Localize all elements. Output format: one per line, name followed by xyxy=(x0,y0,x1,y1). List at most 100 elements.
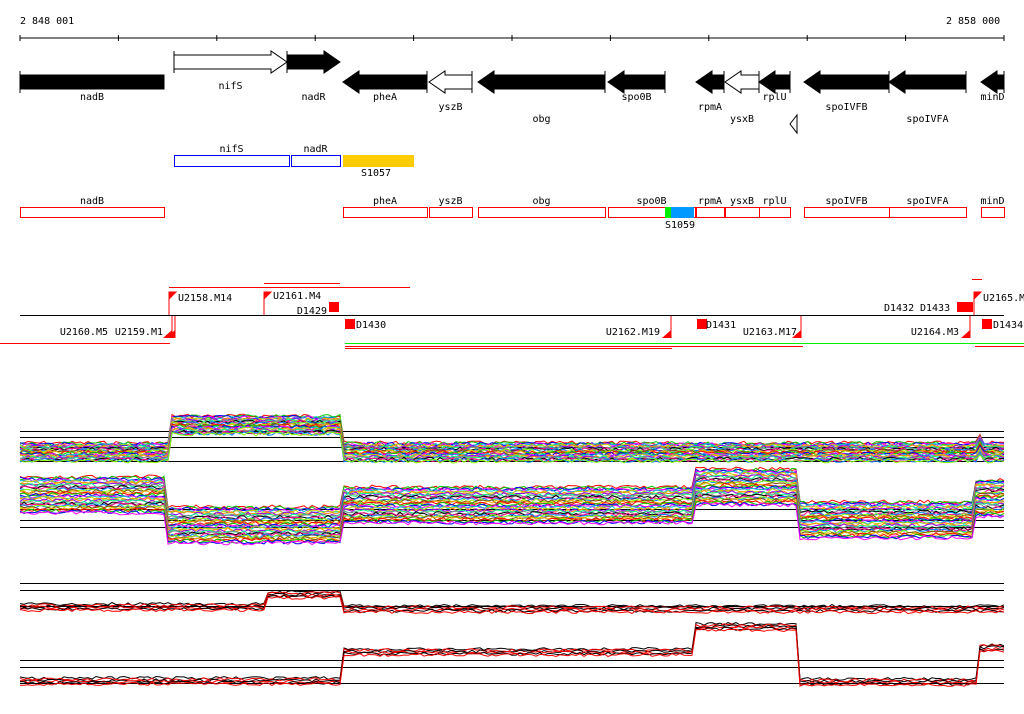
gene-arrow-ysxB xyxy=(724,70,760,94)
expression-line xyxy=(19,413,1005,446)
operon-box-nadR xyxy=(291,155,341,167)
annotation-box-spoIVFB xyxy=(804,207,890,218)
gene-arrow-nifS xyxy=(173,50,288,74)
transcript-start-flag-icon xyxy=(263,291,273,315)
gene-spoIVFB[interactable]: spoIVFB xyxy=(803,70,890,113)
gene-spoIVFA[interactable]: spoIVFA xyxy=(888,70,967,125)
terminator-label: D1434 xyxy=(993,320,1023,331)
annotation-label: rpmA xyxy=(698,196,722,207)
sigma-site-S1059-marker xyxy=(665,207,671,218)
operon-label: nadR xyxy=(303,144,328,155)
annotation-box-rpmA xyxy=(696,207,725,218)
annotation-label: pheA xyxy=(373,196,397,207)
expression-line xyxy=(19,475,1005,519)
expression-line xyxy=(19,626,1005,686)
gene-arrow-nadR xyxy=(286,50,341,74)
axis-end-label: 2 858 000 xyxy=(946,16,1000,27)
terminator-label: D1433 xyxy=(920,303,950,314)
expression-line xyxy=(19,413,1005,447)
expression-line xyxy=(19,500,1005,544)
gene-nifS[interactable]: nifS xyxy=(173,50,288,92)
expression-line xyxy=(19,421,1005,453)
gene-nadR[interactable]: nadR xyxy=(286,50,341,103)
gene-arrow-minD xyxy=(980,70,1005,94)
gene-arrow-spoIVFB xyxy=(803,70,890,94)
gene-spo0B[interactable]: spo0B xyxy=(607,70,666,103)
annotation-label: spo0B xyxy=(636,196,666,207)
small-reverse-arrow-icon xyxy=(789,113,798,135)
gene-label: ysxB xyxy=(730,114,754,125)
annotation-label: ysxB xyxy=(730,196,754,207)
annotation-box-rplU xyxy=(759,207,791,218)
gene-arrow-rplU xyxy=(758,70,791,94)
gene-arrow-rpmA xyxy=(695,70,725,94)
gene-arrow-pheA xyxy=(342,70,428,94)
transcript-start-flag-icon xyxy=(168,291,178,315)
expression-line xyxy=(19,497,1005,541)
gene-label: rpmA xyxy=(698,102,722,113)
gene-rpmA[interactable]: rpmA xyxy=(695,70,725,113)
gene-nadB[interactable]: nadB xyxy=(19,71,165,103)
expression-line xyxy=(19,501,1005,545)
transcript-start-flag-icon xyxy=(973,291,983,315)
expression-line xyxy=(19,495,1005,539)
gene-label: spo0B xyxy=(621,92,651,103)
terminator-marker xyxy=(957,302,967,312)
axis-ticks xyxy=(19,35,1005,41)
gene-minD[interactable]: minD xyxy=(980,70,1005,103)
terminator-marker xyxy=(963,302,973,312)
gene-yszB[interactable]: yszB xyxy=(428,70,473,113)
terminator-marker xyxy=(329,302,339,312)
annotation-track: nadB pheA yszB obg spo0B rpmA ysxB rplU spoIVFB s… xyxy=(20,196,1005,231)
transcript-track: U2158.M14 U2161.M4 U2165.M U2159.M1 U2160.M5… xyxy=(0,279,1024,349)
expression-line xyxy=(19,488,1005,532)
gene-pheA[interactable]: pheA xyxy=(342,70,428,103)
coordinate-axis: 2 848 001 2 858 000 xyxy=(19,16,1005,41)
expression-line xyxy=(19,429,1005,462)
terminator-label: D1430 xyxy=(356,320,386,331)
annotation-box-pheA xyxy=(343,207,428,218)
transcript-label: U2158.M14 xyxy=(178,293,232,304)
terminator-marker xyxy=(697,319,707,329)
annotation-label: yszB xyxy=(438,196,462,207)
transcript-label: U2159.M1 xyxy=(115,327,163,338)
expression-line xyxy=(19,490,1005,534)
expression-line xyxy=(19,590,1005,609)
gene-obg[interactable]: obg xyxy=(477,70,606,125)
transcript-label: U2163.M17 xyxy=(743,327,797,338)
expression-line xyxy=(20,628,1005,687)
transcript-label: U2161.M4 xyxy=(273,291,321,302)
annotation-label: obg xyxy=(532,196,550,207)
annotation-box-obg xyxy=(478,207,606,218)
transcript-label: U2162.M19 xyxy=(606,327,660,338)
gene-label: spoIVFA xyxy=(906,114,948,125)
annotation-label: rplU xyxy=(762,196,786,207)
expression-line xyxy=(19,489,1005,533)
annotation-box-spoIVFA xyxy=(889,207,967,218)
terminator-marker xyxy=(345,319,355,329)
annotation-label: nadB xyxy=(80,196,104,207)
gene-label: minD xyxy=(980,92,1004,103)
annotation-label: minD xyxy=(980,196,1004,207)
gene-ysxB[interactable]: ysxB xyxy=(724,70,760,125)
gene-label: nifS xyxy=(218,81,242,92)
terminator-marker xyxy=(982,319,992,329)
annotation-label: spoIVFA xyxy=(906,196,948,207)
expression-line xyxy=(19,430,1005,463)
expression-plots xyxy=(19,413,1005,687)
expression-line xyxy=(19,428,1005,461)
gene-label: nadR xyxy=(301,92,326,103)
transcript-end-flag-icon xyxy=(662,330,671,338)
gene-arrow-spoIVFA xyxy=(888,70,967,94)
axis-start-label: 2 848 001 xyxy=(20,16,74,27)
annotation-box-yszB xyxy=(429,207,473,218)
expression-line xyxy=(19,596,1005,615)
gene-rplU[interactable]: rplU xyxy=(758,70,791,103)
sigma-label: S1057 xyxy=(361,168,391,179)
expression-line xyxy=(19,431,1005,464)
expression-line xyxy=(19,502,1005,546)
gene-label: rplU xyxy=(762,92,786,103)
operon-box-nifS xyxy=(174,155,290,167)
transcript-end-flag-icon xyxy=(961,330,970,338)
